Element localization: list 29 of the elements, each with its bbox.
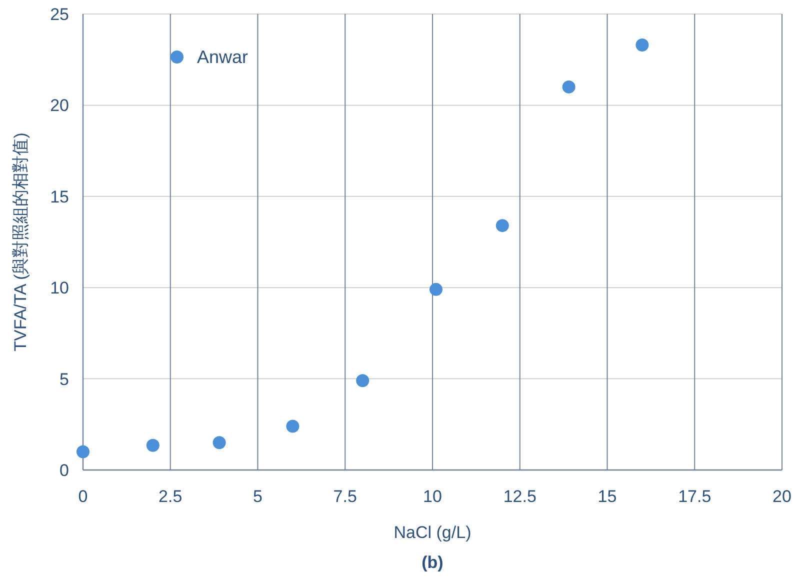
- legend-label: Anwar: [197, 47, 248, 67]
- x-tick-label: 20: [772, 487, 792, 506]
- point: [636, 38, 649, 52]
- y-tick-label: 0: [60, 461, 69, 480]
- point: [562, 80, 576, 94]
- x-tick-label: 10: [423, 487, 442, 506]
- point: [146, 438, 160, 452]
- legend: Anwar: [170, 47, 248, 67]
- x-tick-label: 2.5: [158, 487, 182, 506]
- text: (b): [422, 553, 444, 572]
- y-tick-label: 10: [50, 278, 69, 298]
- point: [76, 445, 90, 458]
- point: [496, 219, 509, 232]
- point: [286, 420, 300, 433]
- x-tick-label: 7.5: [333, 487, 357, 506]
- x-tick-label: 5: [253, 487, 262, 506]
- x-axis-title: NaCl (g/L): [394, 523, 472, 542]
- y-tick-label: 15: [50, 187, 69, 206]
- y-tick-label: 5: [60, 370, 69, 389]
- x-tick-label: 0: [78, 487, 88, 506]
- y-tick-label: 20: [50, 96, 69, 116]
- point: [356, 374, 370, 388]
- x-tick-label: 17.5: [678, 487, 712, 506]
- point: [429, 282, 442, 296]
- y-tick-label: 25: [50, 5, 69, 24]
- x-tick-label: 15: [598, 487, 617, 506]
- y-axis-title: TVFA/TA (與對照組的相對值): [11, 132, 30, 352]
- point: [212, 436, 226, 450]
- x-tick-label: 12.5: [503, 487, 536, 506]
